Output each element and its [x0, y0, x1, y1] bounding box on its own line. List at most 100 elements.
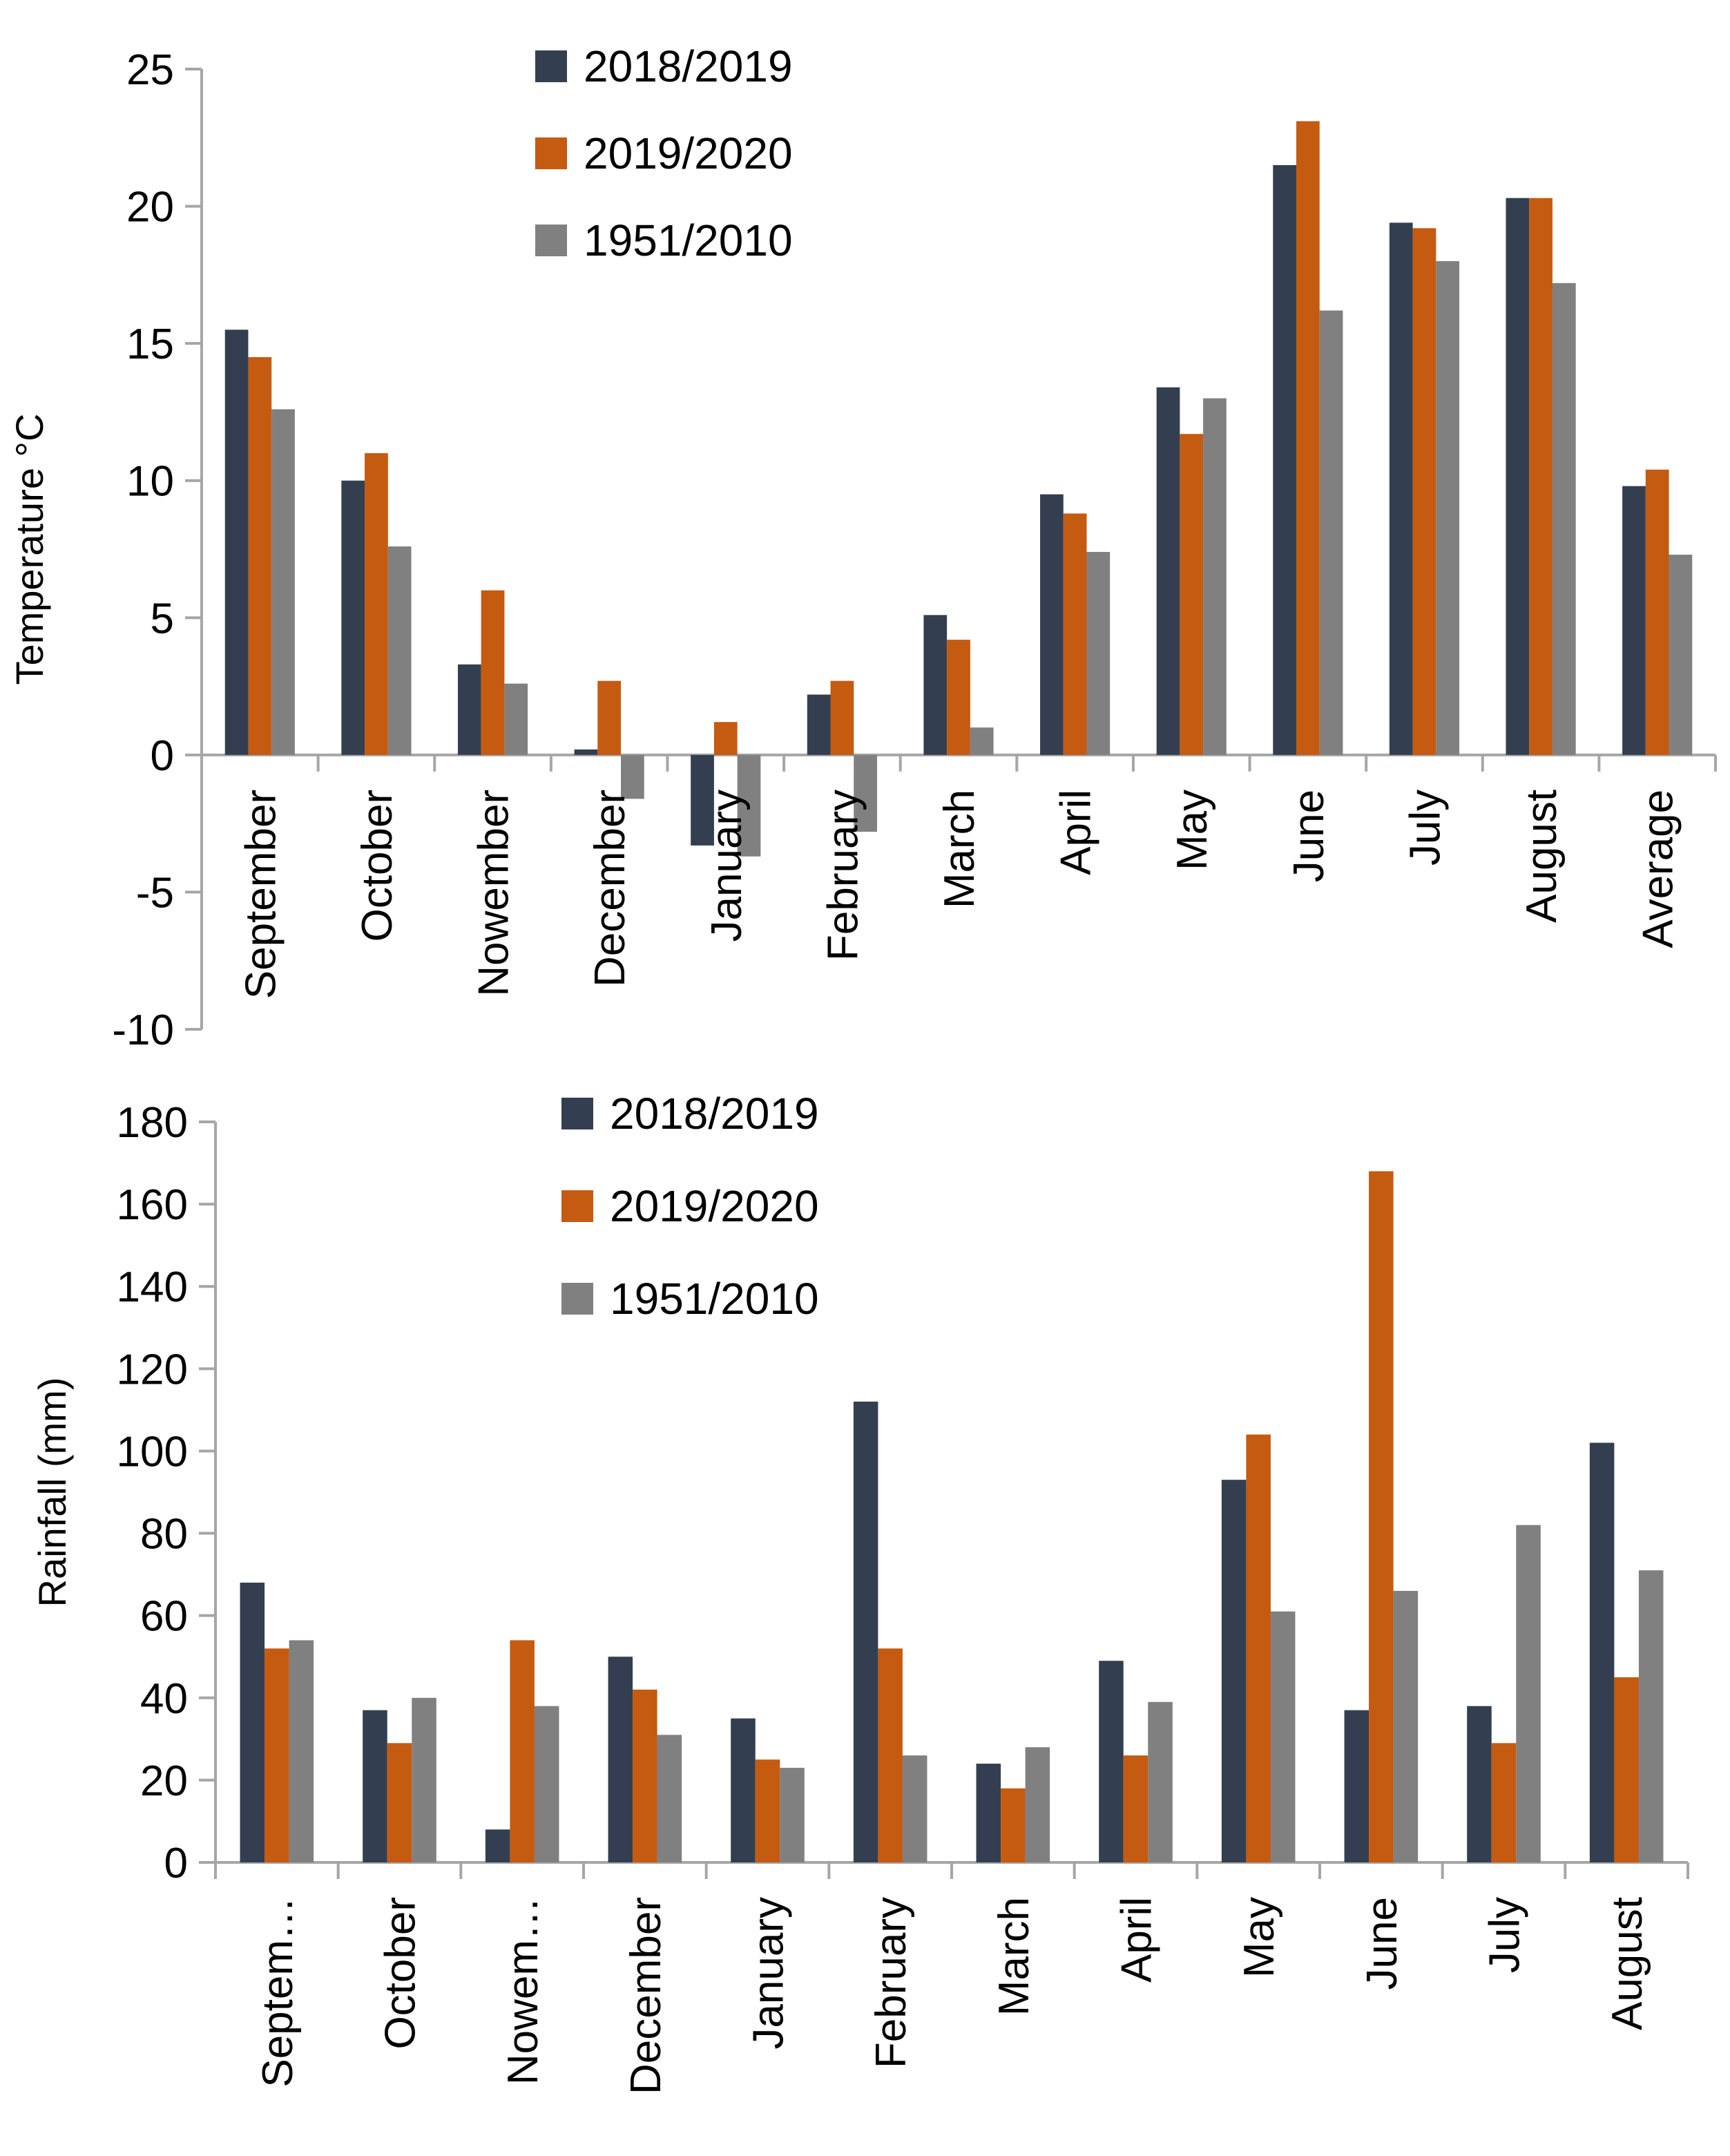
bar-2018-2019-december — [574, 749, 598, 755]
bar-1951-2010-january — [737, 754, 761, 857]
y-tick-label: -10 — [112, 1007, 174, 1054]
category-label: March — [990, 1897, 1038, 2016]
bar-1951-2010-nowem — [534, 1706, 559, 1862]
bar-2019-2020-january — [755, 1759, 780, 1862]
category-label: February — [867, 1897, 915, 2068]
bar-2019-2020-may — [1246, 1434, 1271, 1862]
y-tick-label: 120 — [117, 1346, 188, 1393]
bar-2019-2020-august — [1614, 1677, 1639, 1862]
bar-2019-2020-september — [248, 357, 272, 755]
bar-2018-2019-nowem — [485, 1829, 510, 1862]
rainfall-chart: 180 160 140 120 100 80 60 40 20 0 Septem… October No… — [30, 1089, 1689, 2095]
category-label: July — [1481, 1897, 1529, 1973]
legend-label: 2018/2019 — [610, 1089, 819, 1138]
bar-2018-2019-january — [691, 754, 714, 846]
bar-2019-2020-february — [830, 680, 854, 755]
bar-1951-2010-march — [970, 727, 994, 755]
bar-1951-2010-january — [780, 1768, 805, 1862]
bar-1951-2010-may — [1203, 398, 1227, 755]
y-tick-label: 80 — [140, 1511, 188, 1558]
bar-2019-2020-march — [947, 640, 970, 755]
bar-2018-2019-october — [363, 1710, 387, 1862]
legend-swatch — [561, 1098, 593, 1129]
category-label: April — [1113, 1897, 1161, 1983]
y-tick-label: 10 — [126, 458, 174, 506]
bar-2018-2019-january — [731, 1718, 756, 1862]
legend-swatch — [561, 1190, 593, 1222]
bar-2019-2020-december — [633, 1689, 657, 1862]
bar-1951-2010-average — [1669, 554, 1693, 755]
y-axis-title: Rainfall (mm) — [30, 1377, 74, 1608]
bar-2018-2019-august — [1589, 1442, 1615, 1862]
bar-1951-2010-june — [1319, 310, 1343, 755]
bar-2019-2020-december — [597, 680, 622, 755]
bar-2018-2019-july — [1467, 1706, 1492, 1862]
bar-2018-2019-april — [1040, 494, 1064, 755]
category-label: Septem… — [254, 1897, 302, 2088]
y-tick-label: 15 — [126, 321, 174, 368]
category-label: June — [1358, 1897, 1406, 1990]
category-label: Nowember — [470, 790, 518, 997]
y-tick-label: 40 — [140, 1675, 188, 1723]
bar-2019-2020-july — [1491, 1743, 1517, 1862]
bar-2019-2020-april — [1123, 1755, 1148, 1862]
y-tick-label: 140 — [117, 1263, 188, 1311]
bar-2018-2019-february — [853, 1401, 878, 1862]
legend-label: 2018/2019 — [584, 41, 793, 91]
bar-2019-2020-average — [1645, 469, 1669, 755]
y-tick-label: 20 — [140, 1757, 188, 1805]
category-label: May — [1169, 790, 1216, 870]
legend-label: 2019/2020 — [610, 1181, 819, 1231]
category-label: December — [622, 1897, 670, 2095]
y-tick-label: 0 — [151, 732, 174, 780]
bar-2019-2020-july — [1412, 228, 1436, 755]
legend-swatch — [535, 225, 567, 256]
category-label: October — [377, 1897, 425, 2050]
bar-2018-2019-march — [923, 615, 948, 755]
category-label: December — [586, 790, 634, 987]
category-label: June — [1285, 790, 1333, 882]
bar-2019-2020-may — [1180, 434, 1204, 755]
category-label: February — [819, 790, 867, 961]
y-tick-label: 160 — [117, 1181, 188, 1229]
bar-1951-2010-august — [1638, 1570, 1664, 1862]
category-label: April — [1053, 790, 1100, 875]
bar-1951-2010-july — [1516, 1525, 1541, 1862]
category-label: Nowem… — [499, 1897, 547, 2085]
bar-1951-2010-august — [1552, 283, 1576, 755]
y-tick-label: -5 — [136, 869, 174, 917]
bar-2019-2020-nowem — [510, 1640, 535, 1862]
bar-2018-2019-may — [1221, 1480, 1247, 1862]
bar-2018-2019-average — [1622, 486, 1646, 755]
bar-2018-2019-septem — [240, 1583, 265, 1862]
bar-2019-2020-august — [1529, 198, 1553, 755]
bar-2018-2019-september — [224, 330, 249, 755]
bar-2018-2019-june — [1273, 165, 1296, 755]
legend-label: 1951/2010 — [584, 216, 793, 265]
y-tick-label: 25 — [126, 46, 174, 94]
y-tick-label: 100 — [117, 1428, 188, 1476]
category-label: July — [1401, 790, 1449, 866]
temperature-chart: 25 20 15 10 5 0 -5 -10 September October Nowember D… — [8, 41, 1717, 1054]
bar-1951-2010-may — [1270, 1611, 1296, 1862]
y-tick-label: 5 — [151, 595, 174, 642]
category-label: Average — [1635, 790, 1682, 948]
category-label: May — [1236, 1897, 1283, 1978]
category-label: January — [745, 1897, 793, 2050]
category-label: August — [1518, 790, 1566, 923]
bar-1951-2010-february — [902, 1755, 928, 1862]
bar-2019-2020-septem — [265, 1648, 289, 1862]
y-tick-label: 20 — [126, 184, 174, 231]
bar-2019-2020-october — [365, 453, 388, 755]
legend-label: 2019/2020 — [584, 128, 793, 178]
y-axis-title: Temperature °C — [8, 414, 51, 685]
bar-2019-2020-june — [1369, 1171, 1394, 1862]
bar-2018-2019-nowember — [457, 664, 481, 755]
bar-1951-2010-june — [1393, 1590, 1419, 1862]
bar-2019-2020-june — [1296, 121, 1320, 755]
category-label: August — [1604, 1897, 1651, 2030]
bar-2018-2019-february — [807, 694, 831, 755]
bar-2018-2019-december — [608, 1657, 633, 1862]
legend-swatch — [535, 137, 567, 169]
